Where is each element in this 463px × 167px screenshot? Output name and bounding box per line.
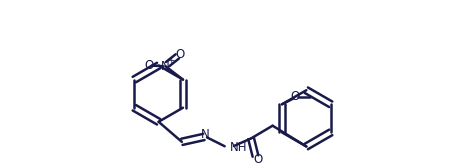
Text: +: + <box>167 56 174 65</box>
Text: -: - <box>148 55 151 65</box>
Text: O: O <box>144 59 153 72</box>
Text: N: N <box>201 128 209 141</box>
Text: O: O <box>253 153 262 166</box>
Text: NH: NH <box>230 141 247 154</box>
Text: O: O <box>175 48 184 61</box>
Text: N: N <box>161 60 169 73</box>
Text: O: O <box>290 91 300 103</box>
